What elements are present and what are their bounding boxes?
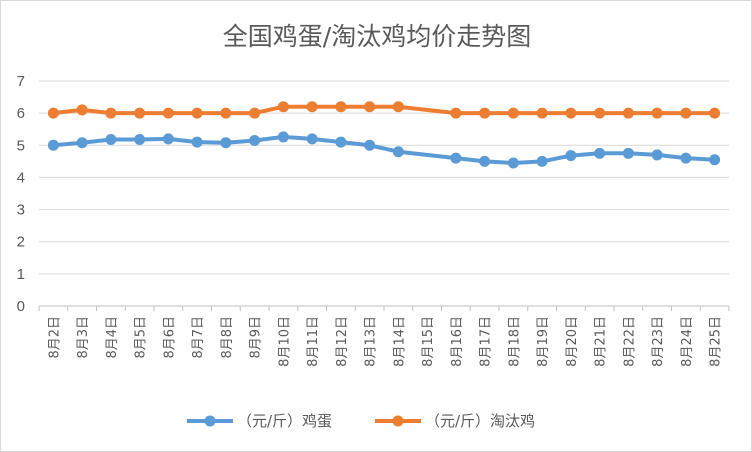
data-point <box>450 107 462 119</box>
chart-title: 全国鸡蛋/淘汰鸡均价走势图 <box>223 22 531 51</box>
x-tick-label: 8月15日 <box>421 316 436 367</box>
x-tick-label: 8月21日 <box>594 316 609 367</box>
data-point <box>277 131 289 143</box>
data-point <box>76 104 88 116</box>
data-point <box>105 107 117 119</box>
y-tick-label: 2 <box>17 234 25 251</box>
y-tick-label: 1 <box>17 266 25 283</box>
data-point <box>134 107 146 119</box>
data-point <box>335 101 347 113</box>
data-point <box>306 133 318 145</box>
data-point <box>651 149 663 161</box>
data-point <box>450 152 462 164</box>
x-tick-label: 8月2日 <box>47 316 62 359</box>
y-axis-ticks: 0 1 2 3 4 5 6 7 <box>17 73 25 315</box>
data-point <box>507 107 519 119</box>
x-tick-label: 8月20日 <box>565 316 580 367</box>
x-tick-label: 8月22日 <box>622 316 637 367</box>
x-tick-label: 8月10日 <box>277 316 292 367</box>
y-tick-label: 0 <box>17 298 25 315</box>
x-tick-label: 8月25日 <box>709 316 724 367</box>
data-point <box>565 150 577 162</box>
data-point <box>134 134 146 145</box>
x-tick-label: 8月14日 <box>392 316 407 367</box>
data-point <box>622 107 634 119</box>
x-tick-label: 8月11日 <box>306 316 321 367</box>
data-point <box>162 133 174 145</box>
data-point <box>277 101 289 113</box>
data-point <box>392 101 404 113</box>
legend-label: （元/斤）淘汰鸡 <box>425 412 535 430</box>
y-tick-label: 5 <box>17 137 25 154</box>
data-point <box>306 101 318 113</box>
series-layer <box>47 101 721 169</box>
data-point <box>191 107 203 119</box>
data-point <box>335 136 347 148</box>
data-point <box>479 107 491 119</box>
series-1 <box>47 131 721 169</box>
data-point <box>47 107 59 119</box>
x-tick-label: 8月8日 <box>220 316 235 359</box>
data-point <box>536 155 548 167</box>
data-point <box>479 155 491 167</box>
data-point <box>565 107 577 119</box>
legend-item: （元/斤）淘汰鸡 <box>375 412 535 430</box>
x-tick-label: 8月6日 <box>162 316 177 359</box>
data-point <box>220 107 232 119</box>
x-tick-label: 8月3日 <box>76 316 91 359</box>
data-point <box>364 101 376 113</box>
x-axis: 8月2日 8月3日 8月4日 8月5日 8月6日 8月7日 8月8日 8月9日 8月10日 8月1… <box>38 306 730 367</box>
x-tick-label: 8月17日 <box>479 316 494 367</box>
y-tick-label: 7 <box>17 73 25 90</box>
data-point <box>47 139 59 151</box>
legend-label: （元/斤）鸡蛋 <box>237 412 332 430</box>
data-point <box>105 134 117 145</box>
data-point <box>392 146 404 158</box>
data-point <box>680 152 692 164</box>
data-point <box>191 136 203 148</box>
legend: （元/斤）鸡蛋 （元/斤）淘汰鸡 <box>187 412 535 430</box>
data-point <box>622 147 634 159</box>
legend-item: （元/斤）鸡蛋 <box>187 412 332 430</box>
x-tick-label: 8月24日 <box>680 316 695 367</box>
series-line <box>53 134 715 165</box>
data-point <box>536 107 548 119</box>
series-line <box>53 104 715 116</box>
legend-marker <box>204 415 216 427</box>
x-tick-label: 8月4日 <box>105 316 120 359</box>
data-point <box>220 137 232 149</box>
y-tick-label: 4 <box>17 169 25 186</box>
x-tick-label: 8月9日 <box>249 316 264 359</box>
x-tick-label: 8月5日 <box>134 316 149 359</box>
data-point <box>709 107 721 119</box>
x-tick-label: 8月7日 <box>191 316 206 359</box>
data-point <box>364 139 376 151</box>
series-2 <box>47 101 721 119</box>
x-tick-label: 8月19日 <box>536 316 551 367</box>
data-point <box>594 147 606 159</box>
data-point <box>162 107 174 119</box>
x-tick-label: 8月23日 <box>651 316 666 367</box>
data-point <box>249 134 261 146</box>
data-point <box>680 107 692 119</box>
x-tick-label: 8月13日 <box>364 316 379 367</box>
x-tick-label: 8月18日 <box>507 316 522 367</box>
legend-marker <box>392 415 404 427</box>
y-tick-label: 3 <box>17 202 25 219</box>
x-tick-label: 8月16日 <box>450 316 465 367</box>
data-point <box>76 137 88 149</box>
data-point <box>594 107 606 119</box>
x-tick-label: 8月12日 <box>335 316 350 367</box>
y-tick-label: 6 <box>17 105 25 122</box>
data-point <box>709 154 721 166</box>
data-point <box>507 157 519 169</box>
data-point <box>249 107 261 119</box>
data-point <box>651 107 663 119</box>
